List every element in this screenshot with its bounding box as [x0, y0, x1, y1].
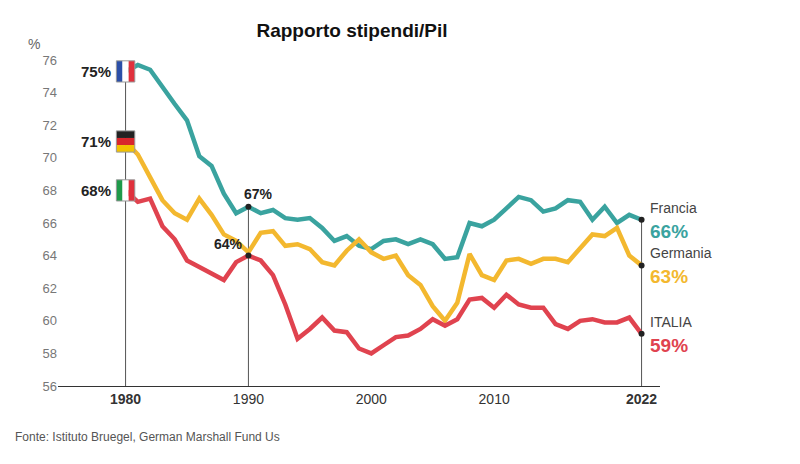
svg-text:59%: 59%	[650, 335, 688, 356]
svg-text:2010: 2010	[479, 391, 510, 407]
svg-text:Rapporto stipendi/Pil: Rapporto stipendi/Pil	[256, 20, 447, 41]
svg-text:71%: 71%	[81, 133, 111, 150]
svg-text:60: 60	[43, 313, 57, 328]
svg-text:1980: 1980	[110, 391, 141, 407]
svg-text:76: 76	[43, 53, 57, 68]
svg-text:74: 74	[43, 85, 57, 100]
svg-text:68: 68	[43, 183, 57, 198]
svg-text:67%: 67%	[244, 186, 273, 202]
svg-text:58: 58	[43, 346, 57, 361]
svg-text:1990: 1990	[233, 391, 264, 407]
svg-text:62: 62	[43, 281, 57, 296]
svg-text:64: 64	[43, 248, 57, 263]
svg-text:%: %	[28, 36, 40, 52]
svg-text:66%: 66%	[650, 221, 688, 242]
svg-text:68%: 68%	[81, 182, 111, 199]
svg-text:72: 72	[43, 118, 57, 133]
svg-text:64%: 64%	[214, 236, 243, 252]
svg-text:63%: 63%	[650, 266, 688, 287]
svg-text:ITALIA: ITALIA	[650, 314, 692, 330]
svg-text:Germania: Germania	[650, 245, 712, 261]
svg-text:2022: 2022	[626, 391, 657, 407]
svg-text:70: 70	[43, 150, 57, 165]
svg-text:2000: 2000	[356, 391, 387, 407]
svg-text:Francia: Francia	[650, 200, 697, 216]
svg-text:56: 56	[43, 379, 57, 394]
svg-text:66: 66	[43, 216, 57, 231]
svg-text:75%: 75%	[81, 63, 111, 80]
svg-text:Fonte: Istituto Bruegel, Germa: Fonte: Istituto Bruegel, German Marshall…	[15, 430, 280, 444]
